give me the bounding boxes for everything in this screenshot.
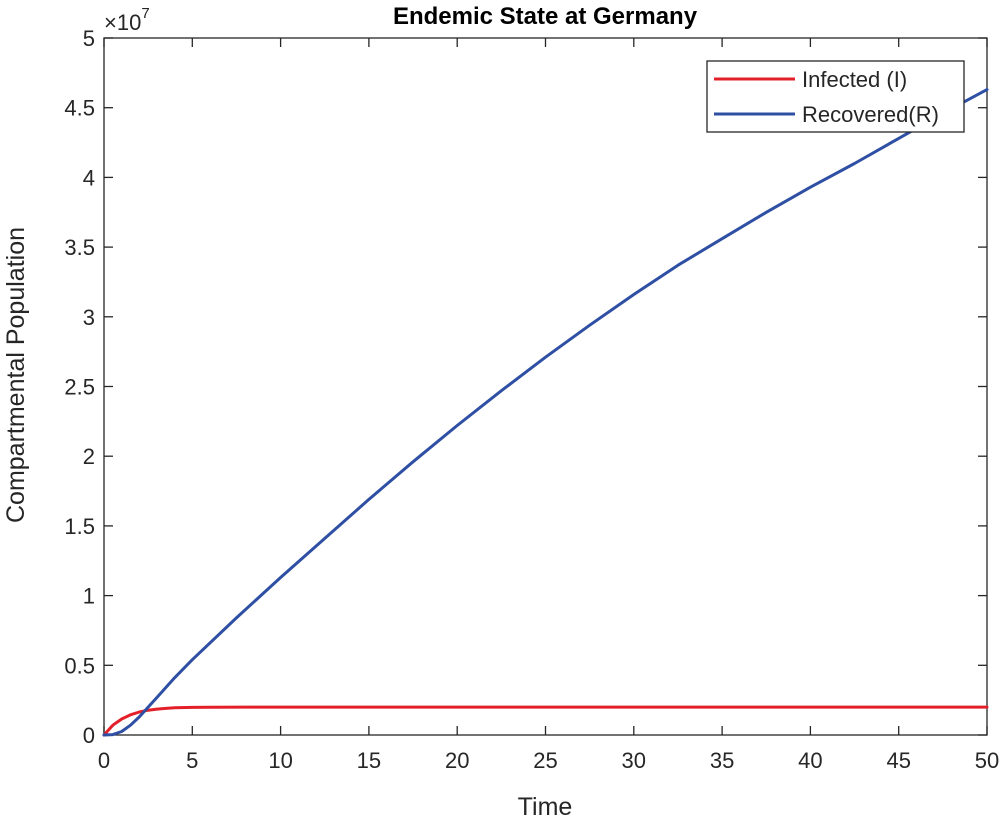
y-axis-multiplier: ×107	[104, 5, 150, 35]
y-axis-label: Compartmental Population	[2, 227, 30, 523]
x-tick-label: 45	[886, 748, 910, 773]
legend-label-recovered: Recovered(R)	[802, 102, 939, 127]
y-tick-label: 0.5	[64, 653, 95, 678]
x-tick-label: 30	[622, 748, 646, 773]
x-axis-label: Time	[518, 793, 573, 821]
y-tick-label: 2.5	[64, 375, 95, 400]
y-tick-label: 0	[83, 723, 95, 748]
y-tick-label: 4	[83, 165, 95, 190]
series-line-infected	[102, 705, 989, 737]
plot-area	[103, 37, 988, 736]
series-lines	[102, 88, 989, 737]
x-tick-label: 25	[533, 748, 557, 773]
y-tick-label: 3.5	[64, 235, 95, 260]
legend-box	[706, 60, 965, 133]
x-tick-label: 10	[268, 748, 292, 773]
y-tick-label: 4.5	[64, 96, 95, 121]
y-tick-label: 3	[83, 305, 95, 330]
legend-label-infected: Infected (I)	[802, 67, 907, 92]
ticks-layer: 0 5 10 15 20 25 30 35 40 45 50 0 0.5 1 1.5 2 2.5 3 3.5 4 4.5…	[64, 26, 999, 773]
x-tick-label: 0	[98, 748, 110, 773]
x-tick-label: 5	[186, 748, 198, 773]
x-tick-label: 20	[445, 748, 469, 773]
y-multiplier-exponent: 7	[141, 5, 149, 22]
x-tick-label: 15	[357, 748, 381, 773]
chart-title: Endemic State at Germany	[393, 3, 698, 30]
x-tick-label: 35	[710, 748, 734, 773]
y-tick-label: 2	[83, 444, 95, 469]
y-tick-label: 5	[83, 26, 95, 51]
x-tick-label: 40	[798, 748, 822, 773]
y-tick-label: 1	[83, 584, 95, 609]
x-tick-label: 50	[975, 748, 999, 773]
y-tick-label: 1.5	[64, 514, 95, 539]
y-multiplier-base: ×10	[104, 10, 141, 35]
legend: Infected (I) Recovered(R)	[706, 60, 965, 133]
series-line-recovered	[102, 88, 989, 737]
